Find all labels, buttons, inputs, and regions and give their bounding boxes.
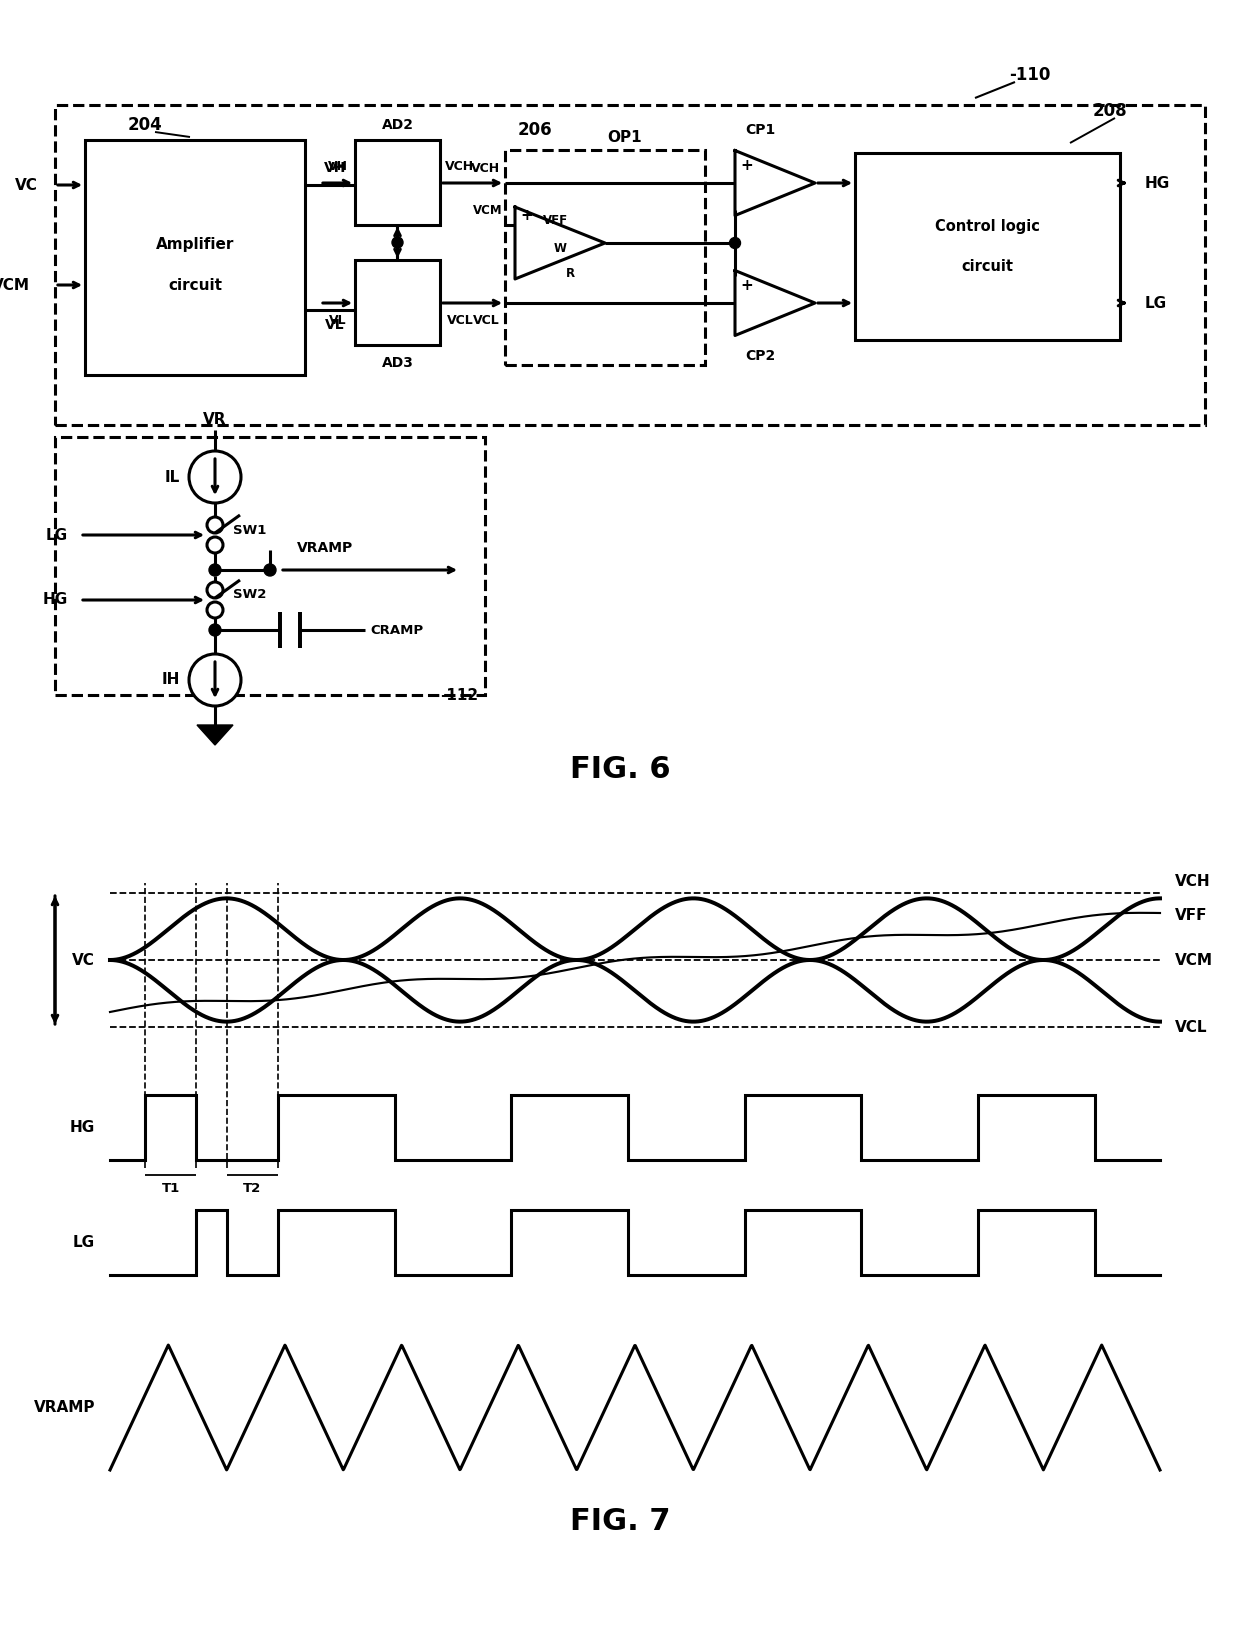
- Bar: [55, 104, 1205, 425]
- Text: CP1: CP1: [745, 124, 775, 137]
- Circle shape: [207, 517, 223, 533]
- Text: HG: HG: [1145, 176, 1171, 191]
- Text: Amplifier: Amplifier: [156, 238, 234, 253]
- Text: VRAMP: VRAMP: [33, 1400, 95, 1415]
- Text: VL: VL: [325, 318, 345, 333]
- Circle shape: [392, 236, 403, 248]
- Text: OP1: OP1: [608, 130, 642, 145]
- Text: VCH: VCH: [471, 161, 500, 174]
- Bar: [55, 437, 485, 694]
- Text: HG: HG: [69, 1120, 95, 1134]
- Circle shape: [207, 601, 223, 618]
- Text: Control logic: Control logic: [935, 218, 1040, 235]
- Circle shape: [729, 238, 740, 248]
- Text: VCL: VCL: [474, 313, 500, 326]
- Text: AD2: AD2: [382, 117, 413, 132]
- Text: T1: T1: [161, 1182, 180, 1195]
- Bar: [86, 140, 305, 375]
- Polygon shape: [197, 725, 233, 745]
- Text: VR: VR: [203, 412, 227, 427]
- Text: SW2: SW2: [233, 588, 267, 601]
- Text: CP2: CP2: [745, 349, 775, 362]
- Text: VCM: VCM: [1176, 952, 1213, 968]
- Text: VH: VH: [324, 161, 346, 174]
- Text: 208: 208: [1092, 103, 1127, 121]
- Text: VCH: VCH: [445, 160, 475, 173]
- Circle shape: [188, 452, 241, 504]
- Text: IL: IL: [165, 469, 180, 484]
- Text: VCM: VCM: [474, 204, 503, 217]
- Text: VFF: VFF: [1176, 908, 1208, 923]
- Text: FIG. 7: FIG. 7: [569, 1508, 671, 1537]
- Text: LG: LG: [73, 1236, 95, 1250]
- Bar: [505, 150, 706, 365]
- Text: VC: VC: [72, 952, 95, 968]
- Bar: [856, 153, 1120, 341]
- Text: HG: HG: [42, 592, 68, 608]
- Text: VCL: VCL: [1176, 1019, 1208, 1035]
- Text: VRAMP: VRAMP: [296, 541, 353, 554]
- Circle shape: [207, 536, 223, 553]
- Text: CRAMP: CRAMP: [370, 624, 423, 636]
- Circle shape: [210, 624, 221, 636]
- Polygon shape: [735, 271, 815, 336]
- Text: FIG. 6: FIG. 6: [569, 755, 671, 784]
- Text: -112: -112: [440, 688, 479, 703]
- Text: 206: 206: [517, 121, 552, 139]
- Circle shape: [210, 564, 221, 575]
- Circle shape: [188, 654, 241, 706]
- Text: LG: LG: [1145, 295, 1167, 310]
- Bar: [355, 140, 440, 225]
- Text: 204: 204: [128, 116, 162, 134]
- Text: T2: T2: [243, 1182, 262, 1195]
- Polygon shape: [735, 150, 815, 215]
- Text: LG: LG: [46, 528, 68, 543]
- Text: IH: IH: [161, 673, 180, 688]
- Text: VFF: VFF: [543, 215, 568, 228]
- Text: +: +: [740, 277, 754, 292]
- Text: VCM: VCM: [0, 277, 30, 292]
- Text: VCL: VCL: [446, 313, 474, 326]
- Bar: [355, 261, 440, 346]
- Text: W: W: [553, 241, 567, 254]
- Text: -110: -110: [1009, 65, 1050, 85]
- Circle shape: [264, 564, 277, 575]
- Text: SW1: SW1: [233, 523, 267, 536]
- Text: circuit: circuit: [961, 259, 1013, 274]
- Text: VCH: VCH: [1176, 874, 1210, 888]
- Circle shape: [207, 582, 223, 598]
- Text: VC: VC: [15, 178, 38, 192]
- Text: +: +: [740, 158, 754, 173]
- Text: AD3: AD3: [382, 355, 413, 370]
- Text: R: R: [567, 266, 575, 279]
- Text: VH: VH: [329, 160, 348, 173]
- Text: VL: VL: [329, 313, 347, 326]
- Text: circuit: circuit: [167, 277, 222, 292]
- Polygon shape: [515, 207, 605, 279]
- Text: +: +: [521, 207, 533, 223]
